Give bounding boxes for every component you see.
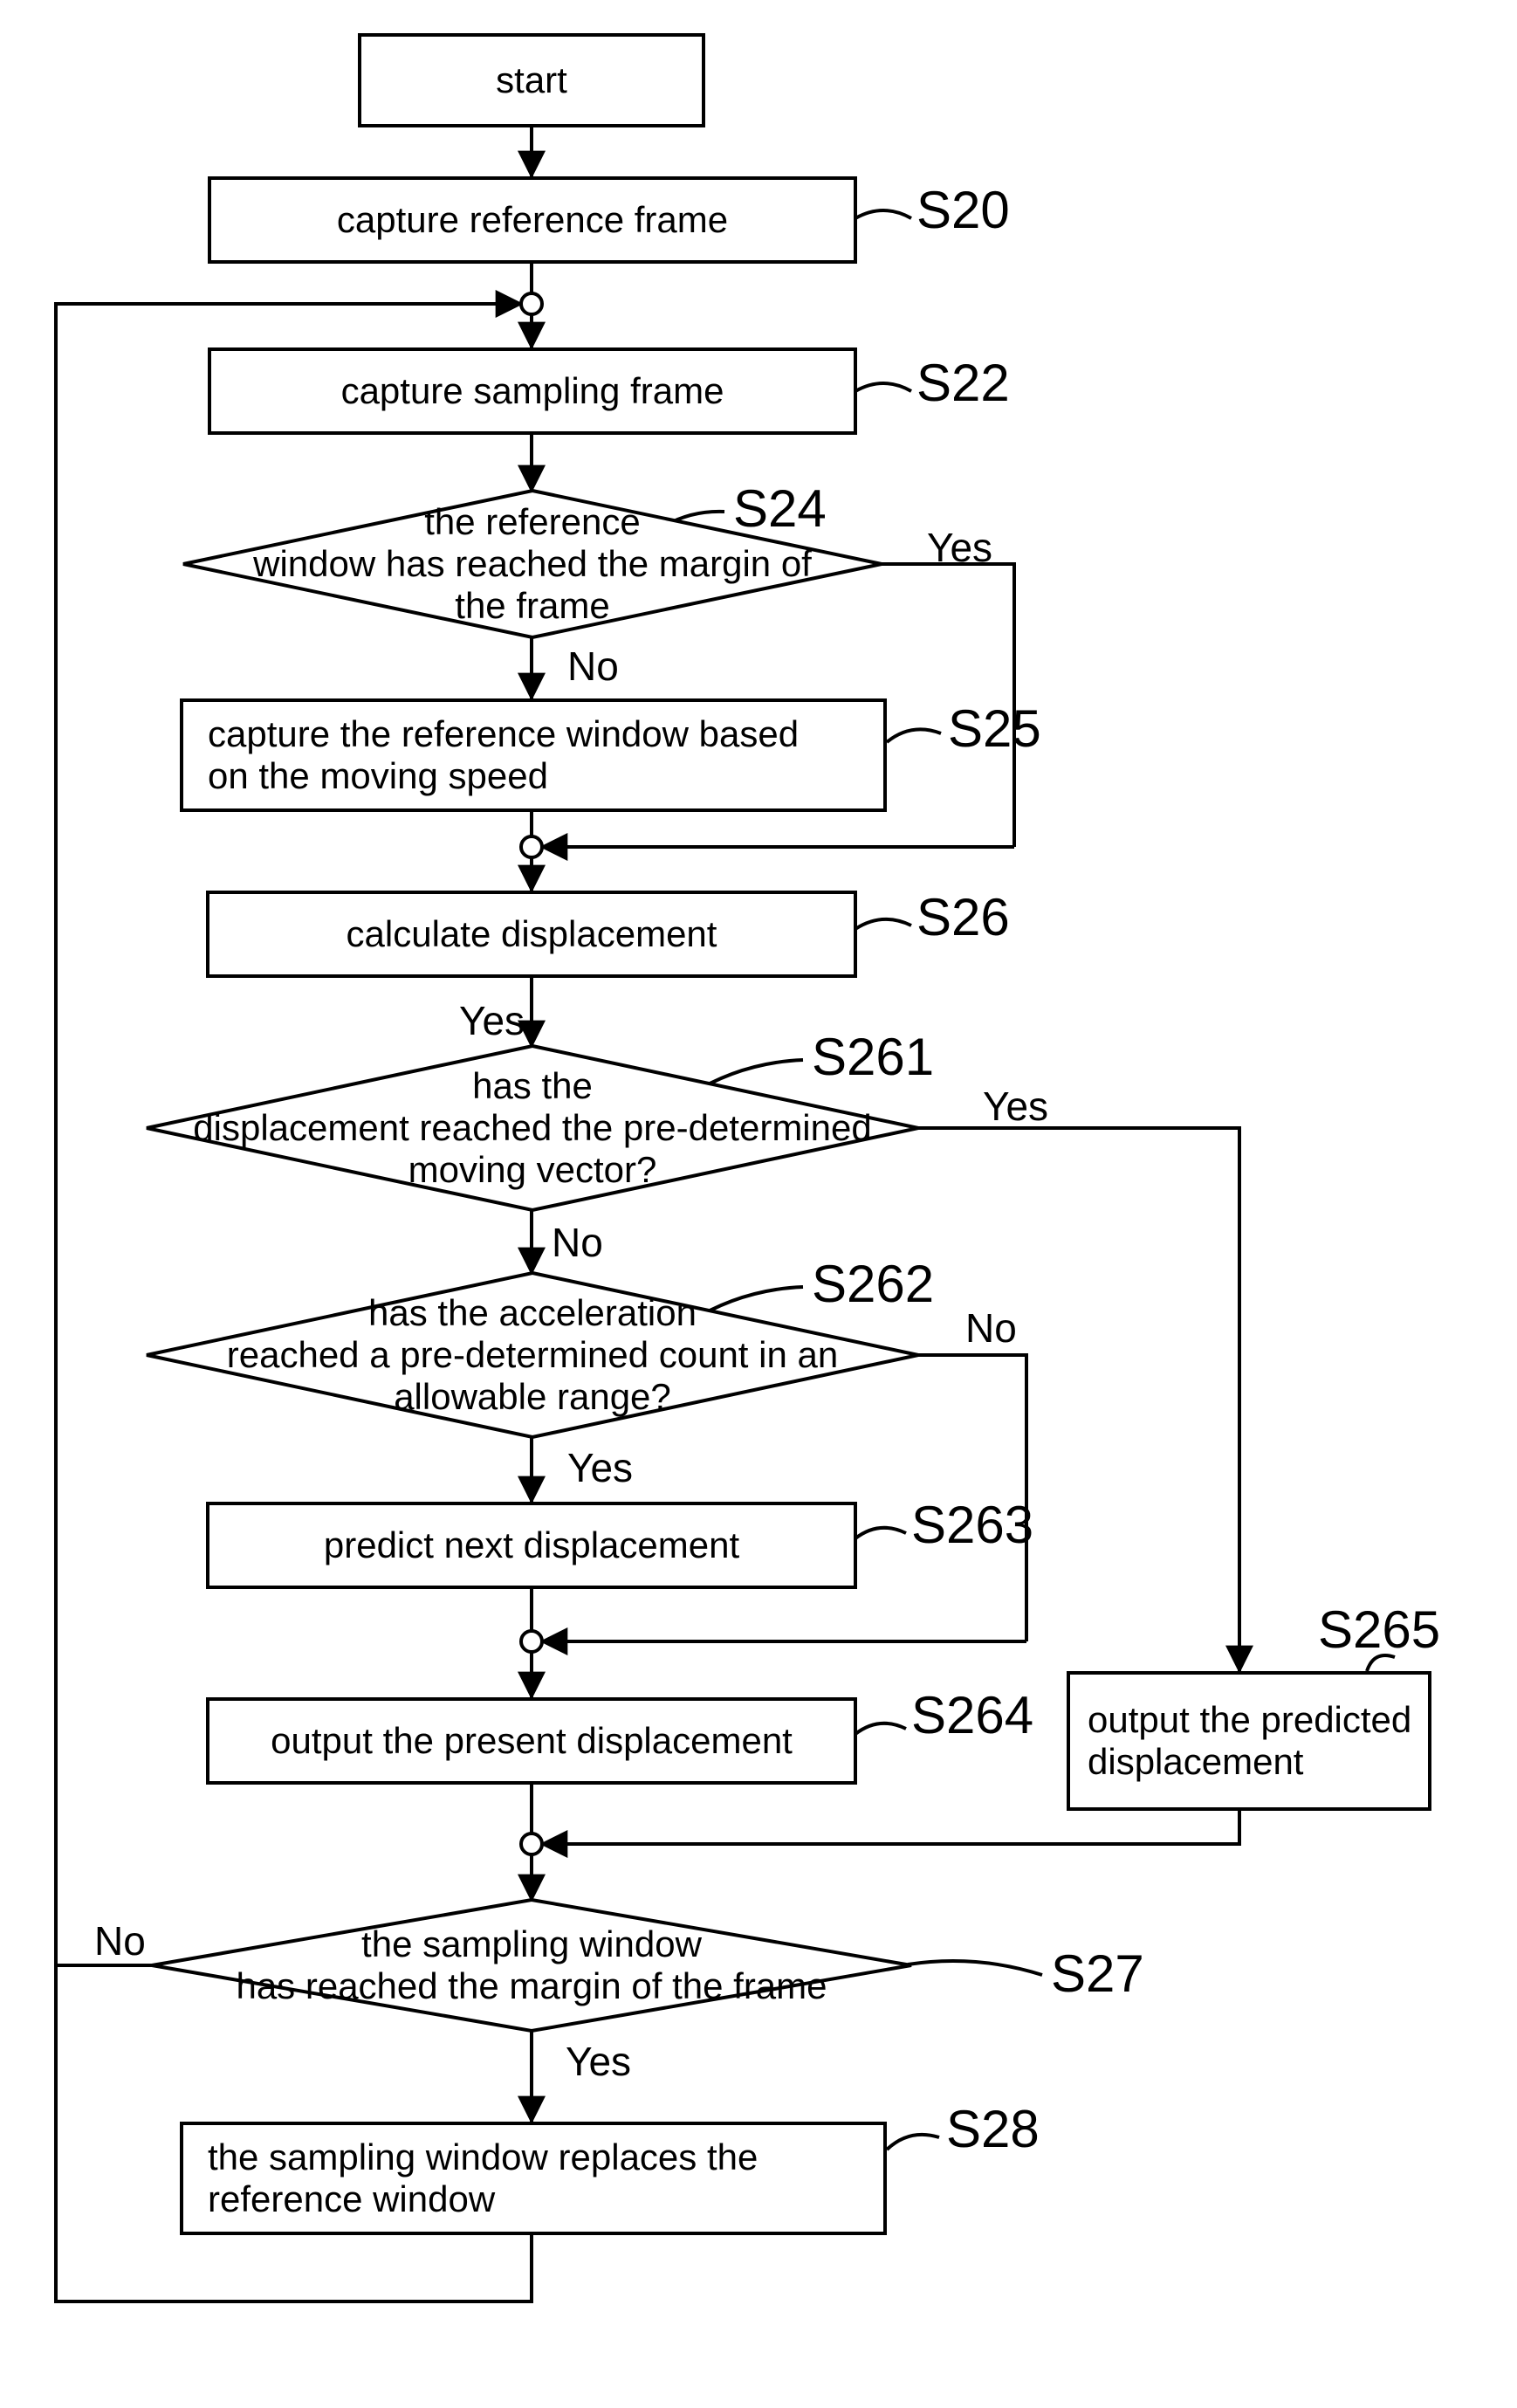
junction-j4 [521,1834,542,1854]
edge-lbl-s26-leader [855,919,911,929]
edge-lbl-s20-leader [855,210,911,218]
flowchart-canvas: start capture reference frame capture samp… [0,0,1517,2408]
flowchart-node-s20: capture reference frame [208,176,857,264]
edge-lbl-s28-leader [887,2135,939,2150]
edge-lbl-s22-leader [855,383,911,391]
junction-j1 [521,293,542,314]
edge-label-s262_no: No [965,1304,1017,1352]
step-label-s264: S264 [911,1685,1033,1745]
flowchart-node-s265: output the predicteddisplacement [1067,1671,1431,1811]
junction-j2 [521,836,542,857]
edge-label-s27_no: No [94,1917,146,1964]
flowchart-node-s22: capture sampling frame [208,347,857,435]
step-label-s262: S262 [812,1254,934,1314]
junction-j3 [521,1631,542,1652]
flowchart-node-text-s262: has the accelerationreached a pre-determ… [147,1273,918,1437]
step-label-s28: S28 [946,2099,1040,2159]
node-text: the sampling window replaces thereferenc… [208,2136,758,2221]
edge-lbl-s25-leader [887,729,941,742]
flowchart-node-s26: calculate displacement [206,891,857,978]
edge-label-s24_yes: Yes [927,524,992,571]
node-text: start [496,59,567,101]
step-label-s263: S263 [911,1495,1033,1555]
flowchart-node-text-s261: has thedisplacement reached the pre-dete… [147,1046,918,1210]
step-label-s24: S24 [733,478,827,539]
flowchart-node-s264: output the present displacement [206,1697,857,1785]
step-label-s20: S20 [916,180,1010,240]
edge-label-s26_yes_left: Yes [459,997,525,1044]
edge-s261-yes-right [918,1128,1239,1671]
edge-s265-j4 [542,1811,1239,1844]
node-text: predict next displacement [324,1524,739,1566]
node-text: output the present displacement [271,1720,793,1762]
node-text: has thedisplacement reached the pre-dete… [193,1065,871,1192]
step-label-s26: S26 [916,887,1010,947]
node-text: has the accelerationreached a pre-determ… [227,1292,838,1419]
edge-lbl-s27-leader [908,1961,1042,1975]
node-text: capture reference frame [337,199,728,241]
edge-label-s261_no: No [552,1219,603,1266]
flowchart-node-text-s27: the sampling windowhas reached the margi… [152,1900,911,2031]
edge-label-s261_yes: Yes [983,1083,1048,1130]
step-label-s22: S22 [916,353,1010,413]
flowchart-node-s25: capture the reference window basedon the… [180,698,887,812]
edge-label-s262_yes: Yes [567,1444,633,1491]
flowchart-node-start: start [358,33,705,127]
node-text: the referencewindow has reached the marg… [253,501,812,628]
node-text: the sampling windowhas reached the margi… [236,1923,827,2008]
node-text: calculate displacement [347,913,717,955]
edge-lbl-s263-leader [855,1528,906,1538]
flowchart-node-s28: the sampling window replaces thereferenc… [180,2122,887,2235]
node-text: capture sampling frame [341,370,724,412]
edge-label-s27_yes: Yes [566,2038,631,2085]
edge-label-s24_no: No [567,643,619,690]
step-label-s27: S27 [1051,1944,1144,2004]
edge-lbl-s264-leader [855,1723,906,1734]
flowchart-node-s263: predict next displacement [206,1502,857,1589]
node-text: output the predicteddisplacement [1088,1699,1411,1784]
step-label-s261: S261 [812,1027,934,1087]
step-label-s25: S25 [948,698,1041,759]
step-label-s265: S265 [1318,1600,1440,1660]
node-text: capture the reference window basedon the… [208,713,799,798]
